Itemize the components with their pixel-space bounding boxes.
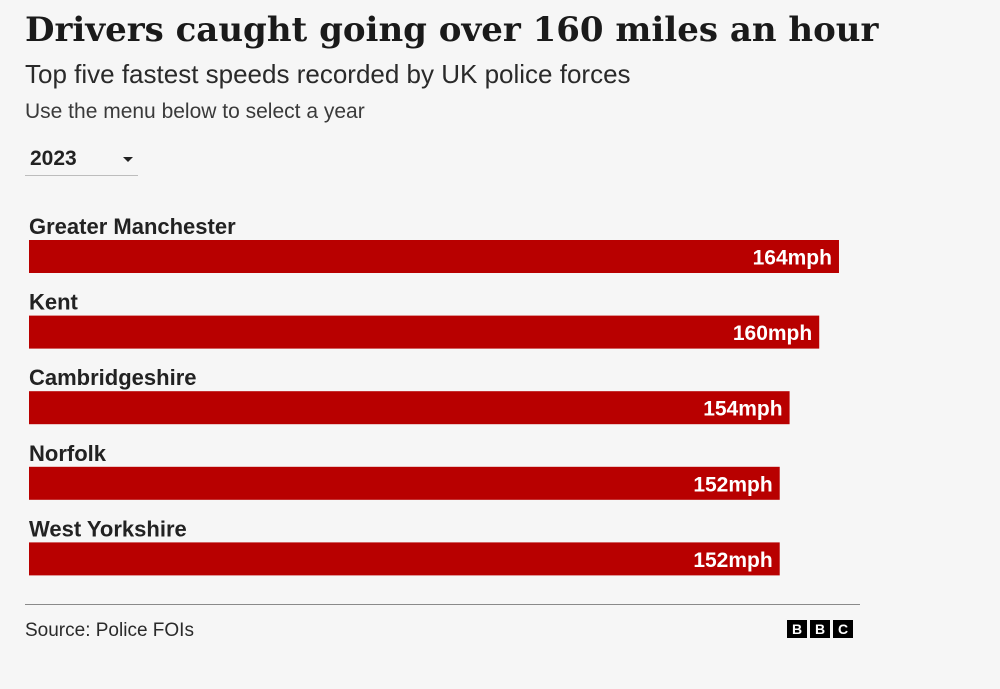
category-label-west-yorkshire: West Yorkshire (29, 516, 187, 541)
value-label-cambridgeshire: 154mph (703, 398, 782, 421)
bar-kent (29, 315, 820, 349)
bar-norfolk (29, 466, 780, 500)
category-label-norfolk: Norfolk (29, 441, 107, 466)
source-note: Source: Police FOIs (25, 620, 194, 641)
bbc-logo-block: B (787, 620, 807, 638)
bar-west-yorkshire (29, 542, 780, 576)
value-label-greater-manchester: 164mph (753, 247, 832, 270)
value-label-kent: 160mph (733, 322, 812, 345)
year-dropdown[interactable]: 2023 (25, 144, 138, 176)
bar-greater-manchester (29, 240, 839, 273)
chart-title: Drivers caught going over 160 miles an h… (25, 10, 879, 50)
category-label-greater-manchester: Greater Manchester (29, 214, 236, 239)
value-label-norfolk: 152mph (693, 473, 772, 496)
bar-cambridgeshire (29, 391, 790, 425)
chart-subtitle: Top five fastest speeds recorded by UK p… (25, 59, 631, 89)
value-label-west-yorkshire: 152mph (693, 549, 772, 572)
bbc-logo-block: B (810, 620, 830, 638)
selected-year: 2023 (30, 147, 77, 170)
chevron-down-icon (123, 157, 133, 162)
bar-chart: Greater Manchester 164mph Kent 160mph Cambri… (29, 214, 839, 576)
category-label-cambridgeshire: Cambridgeshire (29, 365, 197, 390)
category-label-kent: Kent (29, 290, 79, 315)
footer-divider (25, 604, 860, 605)
bbc-logo-block: C (833, 620, 853, 638)
year-instruction: Use the menu below to select a year (25, 100, 365, 123)
